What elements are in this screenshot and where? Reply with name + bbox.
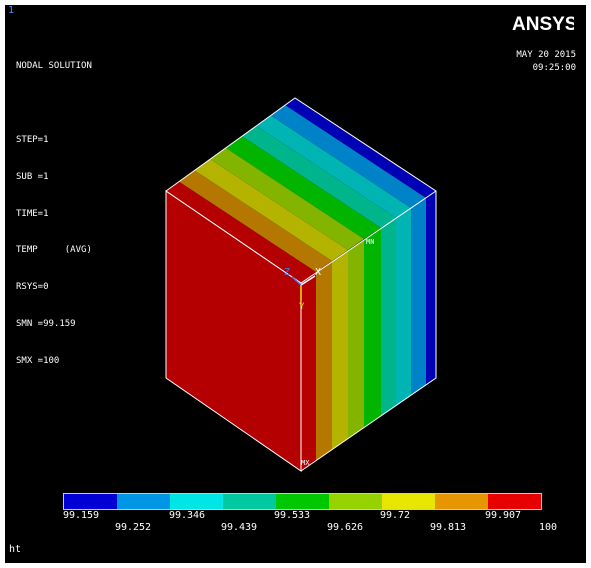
svg-text:ANSYS: ANSYS — [512, 14, 574, 34]
legend-swatch — [488, 494, 541, 509]
contour-legend-bar — [63, 493, 542, 510]
info-line: SMN =99.159 — [16, 319, 76, 330]
info-line: SUB =1 — [16, 171, 49, 182]
graphics-window[interactable]: 1 NODAL SOLUTION STEP=1 SUB =1 TIME=1 TE… — [5, 5, 586, 563]
plot-time: 09:25:00 — [532, 63, 576, 73]
info-line: TEMP (AVG) — [16, 245, 92, 256]
legend-swatch — [382, 494, 435, 509]
legend-swatch — [329, 494, 382, 509]
model-view: X Z Y MN MX — [165, 97, 437, 472]
info-line: RSYS=0 — [16, 282, 49, 293]
legend-swatch — [117, 494, 170, 509]
legend-label: 99.626 — [326, 522, 364, 533]
legend-swatch — [223, 494, 276, 509]
legend-swatch — [435, 494, 488, 509]
legend-label: 99.813 — [429, 522, 467, 533]
legend-label: 99.252 — [114, 522, 152, 533]
status-text: ht — [9, 544, 22, 555]
legend-label: 100 — [538, 522, 558, 533]
ansys-logo: ANSYS — [512, 14, 574, 34]
window-number: 1 — [8, 5, 15, 16]
axis-x-label: X — [315, 267, 321, 278]
info-line: NODAL SOLUTION — [16, 61, 92, 71]
coordinate-triad: X Z Y — [284, 267, 321, 312]
legend-label: 99.907 — [484, 510, 522, 521]
legend-label: 99.439 — [220, 522, 258, 533]
legend-swatch — [276, 494, 329, 509]
max-marker: MX — [301, 459, 310, 467]
top-face-bands — [166, 98, 436, 283]
plot-date: MAY 20 2015 — [516, 50, 576, 60]
legend-label: 99.159 — [62, 510, 100, 521]
legend-label: 99.533 — [273, 510, 311, 521]
info-line: STEP=1 — [16, 134, 49, 145]
axis-y-label: Y — [299, 302, 305, 312]
legend-label: 99.346 — [168, 510, 206, 521]
axis-z-label: Z — [284, 267, 290, 278]
solution-info: NODAL SOLUTION STEP=1 SUB =1 TIME=1 TEMP… — [16, 36, 92, 392]
legend-label: 99.72 — [379, 510, 411, 521]
info-line: SMX =100 — [16, 356, 60, 367]
legend-swatch — [64, 494, 117, 509]
info-line: TIME=1 — [16, 208, 49, 219]
min-marker: MN — [366, 238, 374, 246]
legend-swatch — [170, 494, 223, 509]
